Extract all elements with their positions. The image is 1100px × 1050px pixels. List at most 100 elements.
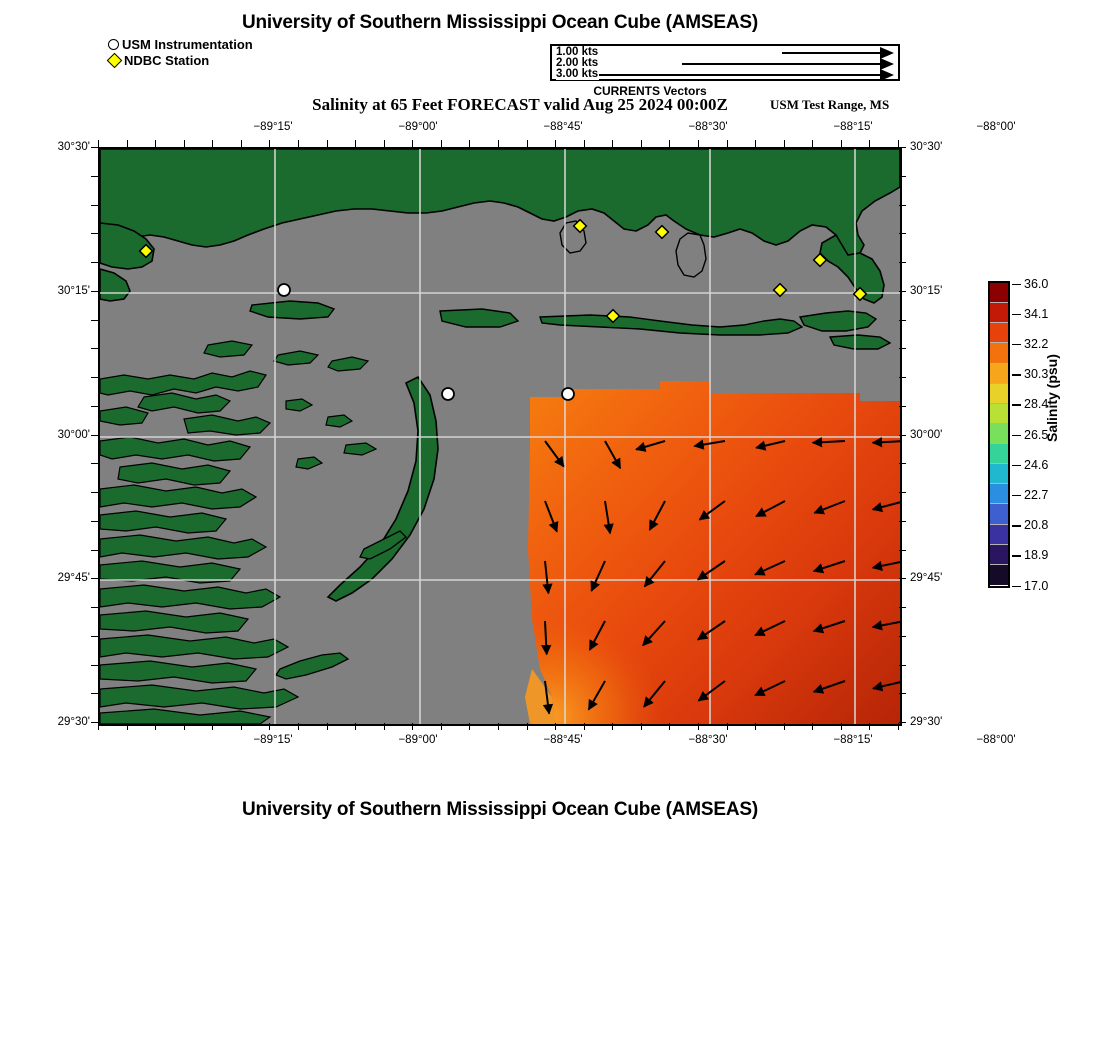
axis-tick-x bbox=[869, 140, 871, 147]
legend-label-ndbc: NDBC Station bbox=[124, 53, 210, 68]
colorbar-tick bbox=[1012, 585, 1021, 587]
axis-label-longitude: −88°15' bbox=[833, 121, 873, 133]
map-grid bbox=[100, 149, 900, 724]
current-vector bbox=[698, 500, 726, 521]
colorbar-tick-label: 18.9 bbox=[1024, 548, 1049, 563]
current-vector bbox=[871, 560, 900, 571]
colorbar-band bbox=[990, 383, 1008, 404]
chandeleur-islands bbox=[326, 375, 439, 602]
axis-tick-x bbox=[612, 723, 614, 730]
ndbc-station-marker[interactable] bbox=[852, 286, 868, 302]
axis-label-latitude: 30°30' bbox=[57, 141, 90, 153]
barrier-island-4 bbox=[828, 334, 892, 350]
ndbc-station-marker[interactable] bbox=[572, 218, 588, 234]
axis-tick-x bbox=[212, 140, 214, 147]
axis-tick-x bbox=[469, 723, 471, 730]
axis-label-longitude: −88°45' bbox=[543, 734, 583, 746]
barrier-island-2 bbox=[439, 308, 520, 328]
colorbar-tick bbox=[1012, 404, 1021, 406]
axis-tick-y bbox=[91, 175, 98, 177]
axis-label-latitude: 30°15' bbox=[57, 285, 90, 297]
current-vector bbox=[542, 680, 554, 715]
vector-scale-legend: 1.00 kts 2.00 kts 3.00 kts bbox=[550, 44, 900, 81]
vector-scale-label-1: 1.00 kts bbox=[556, 46, 600, 58]
colorbar-tick bbox=[1012, 313, 1021, 316]
current-vector-field bbox=[541, 437, 900, 715]
vector-scale-row-3: 3.00 kts bbox=[552, 68, 898, 81]
usm-instrumentation-marker[interactable] bbox=[561, 387, 575, 401]
ndbc-station-marker[interactable] bbox=[605, 308, 621, 324]
axis-tick-x bbox=[498, 723, 499, 730]
axis-tick-y bbox=[91, 463, 98, 465]
colorbar-tick bbox=[1012, 343, 1021, 346]
axis-tick-x bbox=[555, 723, 557, 730]
current-vector bbox=[872, 681, 900, 692]
axis-tick-y bbox=[91, 319, 98, 321]
current-vector bbox=[696, 560, 726, 581]
axis-tick-y bbox=[899, 147, 906, 148]
colorbar-tick-label: 28.4 bbox=[1024, 397, 1049, 412]
axis-tick-x bbox=[155, 723, 157, 730]
axis-tick-x bbox=[298, 723, 299, 730]
axis-tick-x bbox=[240, 140, 242, 147]
current-vector bbox=[588, 620, 606, 651]
circle-marker-icon bbox=[108, 39, 119, 50]
axis-tick-y bbox=[91, 664, 98, 666]
axis-tick-y bbox=[91, 578, 98, 580]
axis-tick-x bbox=[812, 140, 814, 147]
salinity-field-lowband bbox=[528, 381, 900, 724]
axis-tick-y bbox=[91, 348, 98, 350]
map-plot-area[interactable] bbox=[98, 147, 902, 726]
axis-label-longitude: −89°00' bbox=[398, 734, 438, 746]
ndbc-station-marker[interactable] bbox=[654, 224, 670, 240]
usm-instrumentation-marker[interactable] bbox=[277, 283, 291, 297]
axis-tick-x bbox=[726, 140, 728, 147]
axis-tick-x bbox=[98, 140, 99, 147]
colorbar-tick-label: 32.2 bbox=[1024, 336, 1049, 351]
current-vector bbox=[541, 620, 552, 656]
colorbar-tick bbox=[1012, 464, 1021, 467]
colorbar-tick-label: 17.0 bbox=[1024, 578, 1049, 593]
axis-tick-x bbox=[126, 723, 128, 730]
usm-instrumentation-marker[interactable] bbox=[441, 387, 455, 401]
axis-tick-x bbox=[440, 723, 442, 730]
barrier-island-3 bbox=[798, 310, 878, 332]
colorbar-band bbox=[990, 524, 1008, 545]
axis-tick-x bbox=[126, 140, 128, 147]
colorbar-tick-label: 24.6 bbox=[1024, 457, 1049, 472]
axis-tick-x bbox=[726, 723, 728, 730]
axis-tick-y bbox=[899, 578, 906, 580]
vector-arrowhead-icon-2 bbox=[880, 58, 894, 70]
axis-tick-y bbox=[899, 175, 906, 177]
map-canvas[interactable] bbox=[100, 149, 900, 724]
delta-marsh bbox=[100, 340, 378, 724]
barrier-island-chain bbox=[539, 314, 804, 336]
current-vector bbox=[642, 620, 666, 647]
axis-tick-y bbox=[899, 434, 906, 436]
axis-tick-x bbox=[783, 723, 785, 730]
axis-label-longitude: −89°15' bbox=[253, 734, 293, 746]
current-vector bbox=[755, 500, 786, 518]
chandeleur-fragment-2 bbox=[275, 652, 350, 680]
axis-tick-y bbox=[899, 405, 906, 407]
vector-arrowhead-icon-1 bbox=[880, 47, 894, 59]
current-vector bbox=[754, 620, 786, 637]
ndbc-station-marker[interactable] bbox=[138, 243, 154, 259]
axis-tick-y bbox=[91, 520, 98, 522]
axis-tick-x bbox=[755, 723, 757, 730]
ndbc-station-marker[interactable] bbox=[812, 252, 828, 268]
colorbar-tick-label: 34.1 bbox=[1024, 306, 1049, 321]
ndbc-station-marker[interactable] bbox=[772, 282, 788, 298]
axis-label-longitude: −89°15' bbox=[253, 121, 293, 133]
axis-tick-y bbox=[899, 549, 906, 551]
axis-tick-x bbox=[155, 140, 157, 147]
current-vector bbox=[871, 620, 900, 631]
vector-scale-row-1: 1.00 kts bbox=[552, 46, 898, 59]
axis-tick-x bbox=[640, 723, 642, 730]
current-vector bbox=[693, 439, 726, 450]
axis-tick-x bbox=[183, 140, 185, 147]
axis-tick-y bbox=[91, 147, 98, 148]
colorbar-band bbox=[990, 504, 1008, 525]
vector-scale-label-2: 2.00 kts bbox=[556, 57, 600, 69]
axis-tick-x bbox=[469, 140, 471, 147]
